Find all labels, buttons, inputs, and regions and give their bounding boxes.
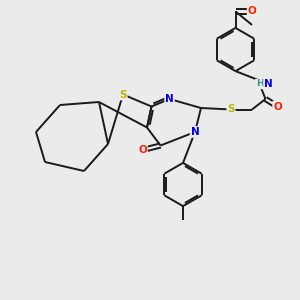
Text: S: S [227, 104, 235, 115]
Text: O: O [248, 6, 256, 16]
Text: N: N [190, 127, 200, 137]
Text: O: O [138, 145, 147, 155]
Text: S: S [119, 89, 127, 100]
Text: N: N [165, 94, 174, 104]
Text: O: O [273, 101, 282, 112]
Text: H: H [256, 80, 263, 88]
Text: N: N [264, 79, 273, 89]
